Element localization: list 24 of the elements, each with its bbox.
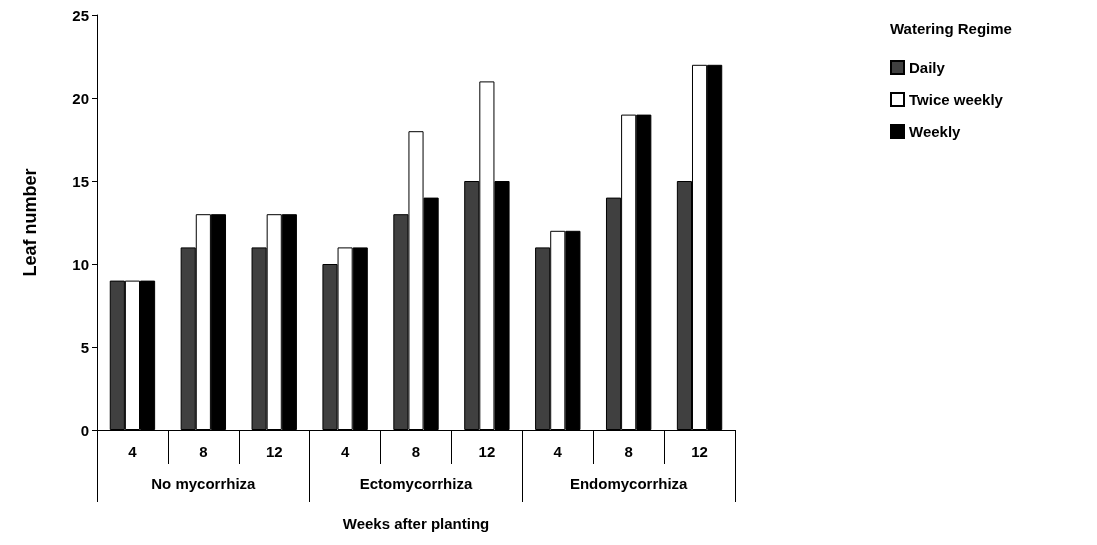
- y-tick-label: 10: [72, 255, 89, 273]
- y-tick-label: 0: [80, 421, 89, 439]
- text: No mycorrhiza: [151, 475, 257, 492]
- x-axis-title: Weeks after planting: [342, 515, 490, 532]
- y-axis-title: Leaf number: [20, 168, 40, 277]
- y-tick-label: 15: [72, 172, 89, 190]
- x-tick-label: 8: [199, 443, 208, 460]
- legend-label: Daily: [909, 59, 946, 76]
- x-tick-label: 12: [478, 443, 496, 460]
- y-tick-label: 25: [72, 6, 89, 24]
- x-tick-label: 8: [411, 443, 421, 460]
- text: Endomycorrhiza: [569, 475, 689, 492]
- text: Ectomycorrhiza: [359, 475, 473, 492]
- x-tick-label: 8: [624, 443, 633, 460]
- legend-label: Twice weekly: [909, 91, 1004, 108]
- y-tick-label: 5: [80, 338, 89, 356]
- x-tick-label: 4: [340, 443, 350, 460]
- x-tick-label: 4: [553, 443, 563, 460]
- legend-title: Watering Regime: [890, 20, 1012, 37]
- legend-label: Weekly: [909, 123, 962, 140]
- x-tick-label: 12: [265, 443, 283, 460]
- y-tick-label: 20: [72, 89, 89, 107]
- x-tick-label: 12: [691, 443, 708, 460]
- x-tick-label: 4: [128, 443, 138, 460]
